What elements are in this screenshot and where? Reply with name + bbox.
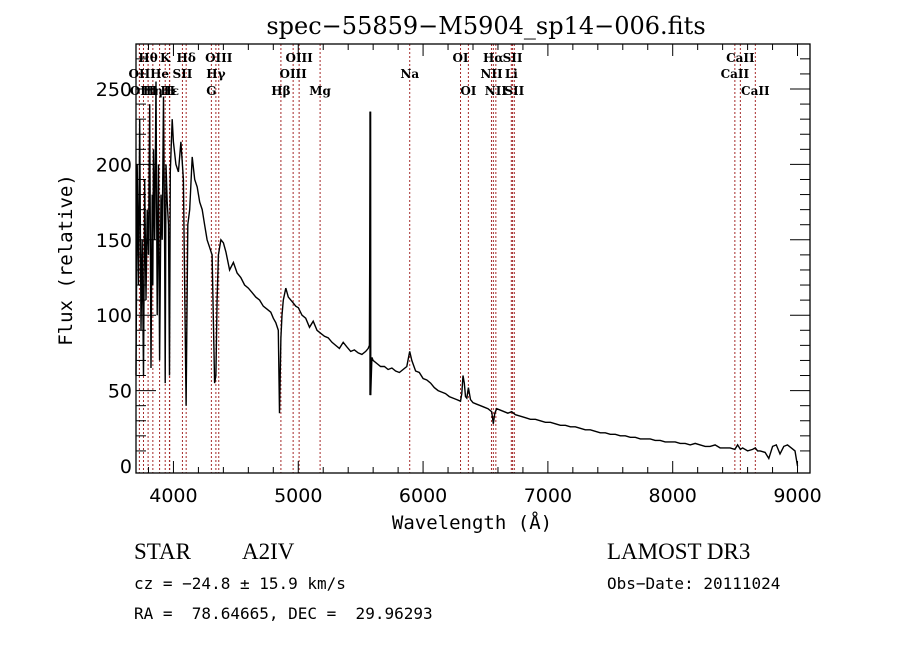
marker-label: OI <box>452 51 468 65</box>
y-tick-label: 250 <box>96 79 132 101</box>
obs-date: Obs−Date: 20111024 <box>607 574 781 593</box>
x-tick-label: 4000 <box>149 485 197 507</box>
object-subclass: A2IV <box>242 539 295 564</box>
y-tick-label: 150 <box>96 230 132 252</box>
x-tick-label: 8000 <box>649 485 697 507</box>
marker-label: SII <box>172 67 192 81</box>
line-marker-labels: HθOIIOIIIHηHeKHεHSIIHδGHγOIIIHβOIIIOIIIM… <box>129 51 770 98</box>
y-tick-label: 200 <box>96 154 132 176</box>
x-axis: 4000 5000 6000 7000 8000 9000 <box>147 44 822 507</box>
marker-label: OIII <box>285 51 313 65</box>
marker-label: K <box>160 51 171 65</box>
marker-label: SII <box>503 51 523 65</box>
coordinates: RA = 78.64665, DEC = 29.96293 <box>134 604 433 623</box>
plot-frame <box>135 43 811 474</box>
marker-label: Na <box>400 67 419 81</box>
x-axis-label: Wavelength (Å) <box>392 511 552 534</box>
marker-label: Hδ <box>177 51 196 65</box>
marker-label: CaII <box>721 67 750 81</box>
marker-label: OIII <box>130 84 158 98</box>
marker-label: He <box>150 67 169 81</box>
redshift-readout: cz = −24.8 ± 15.9 km/s <box>134 574 346 593</box>
x-tick-label: 9000 <box>773 485 821 507</box>
marker-label: OIII <box>205 51 233 65</box>
y-tick-label: 0 <box>120 456 132 478</box>
survey-name: LAMOST DR3 <box>607 539 751 564</box>
y-axis-label: Flux (relative) <box>55 174 77 346</box>
marker-label: CaII <box>741 84 770 98</box>
marker-label: Hα <box>483 51 504 65</box>
object-class: STAR <box>134 539 191 564</box>
y-tick-label: 100 <box>96 305 132 327</box>
marker-label: OI <box>460 84 476 98</box>
series-line-spectrum <box>135 81 799 467</box>
marker-label: SII <box>504 84 524 98</box>
marker-label: Hε <box>160 84 179 98</box>
x-tick-label: 5000 <box>274 485 322 507</box>
marker-label: CaII <box>726 51 755 65</box>
marker-label: Hγ <box>206 67 225 81</box>
x-tick-label: 7000 <box>524 485 572 507</box>
chart-title: spec−55859−M5904_sp14−006.fits <box>266 12 705 40</box>
line-markers <box>138 44 756 473</box>
marker-label: Hη <box>143 84 163 98</box>
marker-label: Li <box>505 67 518 81</box>
x-tick-label: 6000 <box>399 485 447 507</box>
series-group <box>135 81 799 467</box>
marker-label: NII <box>480 67 503 81</box>
marker-label: OIII <box>279 67 307 81</box>
marker-label: Hβ <box>271 84 290 98</box>
marker-label: Hθ <box>138 51 157 65</box>
y-tick-label: 50 <box>108 381 132 403</box>
marker-label: Mg <box>309 84 331 98</box>
y-axis: 0 50 100 150 200 250 <box>96 58 810 478</box>
marker-label: H <box>164 84 175 98</box>
marker-label: G <box>206 84 216 98</box>
marker-label: NII <box>485 84 508 98</box>
